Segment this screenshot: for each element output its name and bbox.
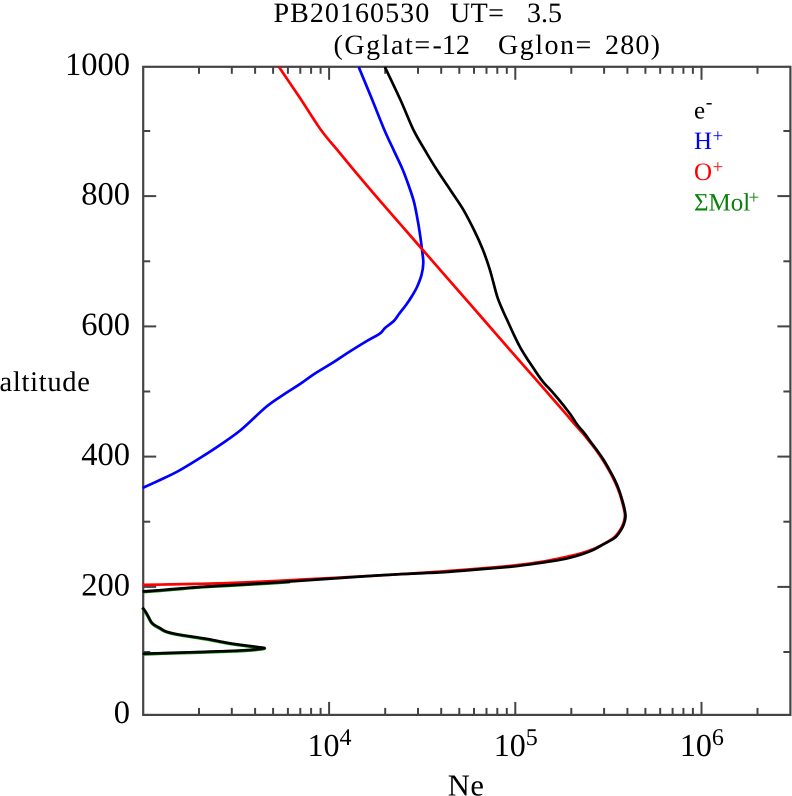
- svg-text:4: 4: [340, 725, 352, 751]
- svg-text:-12: -12: [433, 30, 470, 61]
- svg-text:-: -: [706, 92, 713, 114]
- svg-text:+: +: [713, 157, 724, 178]
- svg-text:10: 10: [494, 727, 526, 763]
- svg-text:PB20160530: PB20160530: [274, 0, 431, 29]
- svg-text:400: 400: [81, 437, 130, 473]
- svg-text:ΣMol: ΣMol: [694, 190, 750, 217]
- svg-text:10: 10: [680, 727, 712, 763]
- svg-text:e: e: [694, 98, 705, 125]
- svg-text:1000: 1000: [65, 47, 130, 83]
- svg-text:10: 10: [308, 727, 340, 763]
- svg-text:3.5: 3.5: [527, 0, 562, 29]
- svg-text:+: +: [749, 188, 760, 209]
- svg-text:H: H: [694, 128, 712, 155]
- svg-text:280): 280): [605, 30, 661, 61]
- svg-text:O: O: [694, 159, 712, 186]
- svg-text:(Gglat=: (Gglat=: [334, 30, 432, 61]
- svg-text:Gglon=: Gglon=: [498, 30, 593, 61]
- svg-text:800: 800: [81, 177, 130, 213]
- svg-text:Ne: Ne: [448, 769, 485, 796]
- svg-text:600: 600: [81, 307, 130, 343]
- svg-text:altitude: altitude: [0, 367, 91, 398]
- svg-text:5: 5: [526, 725, 538, 751]
- svg-text:UT=: UT=: [450, 0, 504, 29]
- svg-text:6: 6: [712, 725, 724, 751]
- svg-text:200: 200: [81, 567, 130, 603]
- svg-text:+: +: [713, 126, 724, 147]
- svg-text:0: 0: [114, 695, 130, 731]
